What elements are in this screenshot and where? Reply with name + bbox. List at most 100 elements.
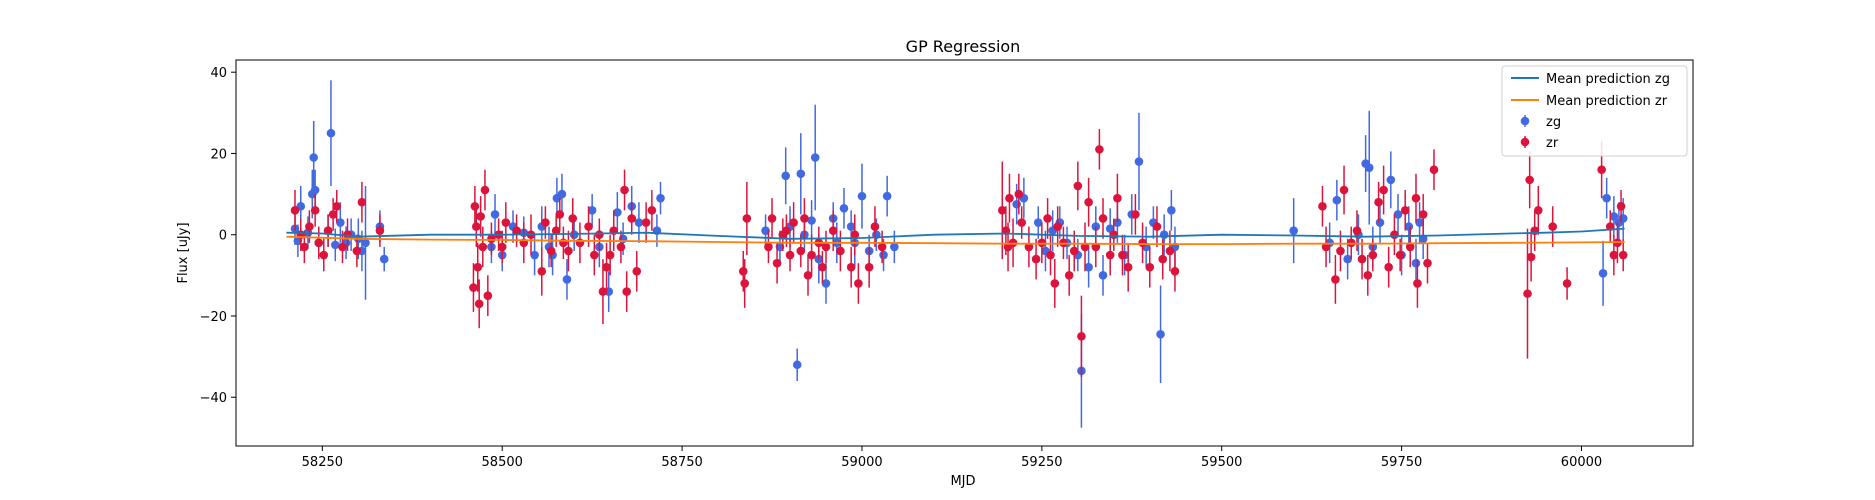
data-point xyxy=(1400,206,1410,215)
legend-point xyxy=(1520,137,1530,147)
data-point xyxy=(997,206,1007,215)
data-point xyxy=(537,266,547,276)
data-point xyxy=(1084,197,1093,207)
data-point xyxy=(309,153,319,162)
data-point xyxy=(1343,254,1352,264)
data-point xyxy=(1597,165,1606,175)
data-point xyxy=(590,250,599,260)
data-point xyxy=(854,279,863,288)
data-point xyxy=(1339,185,1349,195)
x-axis: 58250 58500 58750 59000 59250 59500 59750 60000 xyxy=(302,446,1602,470)
data-point xyxy=(627,214,637,223)
data-point xyxy=(551,226,561,235)
legend-label-mean-zr: Mean prediction zr xyxy=(1546,94,1668,109)
data-point xyxy=(1386,175,1396,185)
legend-marker-zr xyxy=(1520,136,1530,148)
data-point xyxy=(595,230,604,240)
data-point xyxy=(1170,266,1180,276)
data-point xyxy=(314,238,324,248)
x-tick-label: 59000 xyxy=(841,455,882,470)
x-tick-label: 60000 xyxy=(1561,455,1602,470)
data-point xyxy=(740,279,749,288)
plot-area xyxy=(286,80,1628,428)
data-point xyxy=(1012,199,1021,209)
plot-frame xyxy=(235,59,1694,447)
data-point xyxy=(1109,230,1119,240)
data-point xyxy=(1053,222,1062,231)
data-point xyxy=(634,218,644,227)
data-point xyxy=(1336,246,1345,256)
data-point xyxy=(742,214,752,223)
data-point xyxy=(1415,218,1424,227)
data-point xyxy=(803,271,813,280)
data-point xyxy=(1429,165,1439,175)
data-point xyxy=(879,250,888,260)
data-point xyxy=(1289,226,1298,235)
data-point xyxy=(357,197,367,207)
data-point xyxy=(501,218,511,227)
data-point xyxy=(1602,193,1611,203)
data-point xyxy=(821,279,831,288)
legend-box xyxy=(1501,65,1688,157)
data-point xyxy=(1046,250,1055,260)
data-point xyxy=(490,210,500,219)
data-point xyxy=(870,222,880,231)
data-point xyxy=(1395,250,1405,260)
data-point xyxy=(1357,254,1367,264)
data-point xyxy=(568,214,578,223)
data-point xyxy=(1069,246,1079,256)
data-point xyxy=(555,210,565,219)
data-point xyxy=(557,189,567,199)
data-point xyxy=(1526,252,1536,262)
data-point xyxy=(352,246,362,256)
data-point xyxy=(1364,163,1374,172)
data-point xyxy=(512,226,521,235)
data-point xyxy=(1374,197,1383,207)
data-point xyxy=(1616,201,1626,211)
data-point xyxy=(602,262,611,272)
data-point xyxy=(541,218,550,227)
data-point xyxy=(789,218,798,227)
data-point xyxy=(796,246,806,256)
data-point xyxy=(821,242,831,252)
data-point xyxy=(598,287,608,296)
data-point xyxy=(1095,145,1104,154)
legend-point xyxy=(1520,116,1530,126)
data-point xyxy=(1156,329,1165,339)
data-point xyxy=(810,153,820,162)
y-tick-label: −20 xyxy=(200,310,227,325)
data-point xyxy=(1159,230,1169,240)
data-point xyxy=(1534,206,1543,215)
data-point xyxy=(1091,242,1101,252)
x-tick-label: 58250 xyxy=(302,455,343,470)
data-point xyxy=(1134,157,1144,166)
data-point xyxy=(338,242,347,252)
legend-label-mean-zg: Mean prediction zg xyxy=(1546,72,1670,87)
data-point xyxy=(1031,254,1041,264)
series-zr xyxy=(290,129,1628,377)
data-point xyxy=(796,169,806,179)
data-point xyxy=(1393,210,1403,219)
data-point xyxy=(656,193,665,203)
data-point xyxy=(1379,185,1388,195)
data-point xyxy=(1167,206,1176,215)
data-point xyxy=(807,216,816,225)
data-point xyxy=(1014,189,1024,199)
data-point xyxy=(632,266,642,276)
data-point xyxy=(1413,279,1422,288)
data-point xyxy=(781,171,791,181)
data-point xyxy=(1411,258,1421,268)
data-point xyxy=(564,246,573,256)
data-point xyxy=(343,230,352,240)
data-point xyxy=(767,214,777,223)
data-point xyxy=(1405,242,1415,252)
data-point xyxy=(1548,222,1557,231)
legend-label-zg: zg xyxy=(1546,115,1561,130)
data-point xyxy=(1418,210,1428,219)
data-point xyxy=(1138,238,1147,248)
data-point xyxy=(1043,214,1052,223)
y-axis: −40 −20 0 20 40 xyxy=(200,66,236,406)
data-point xyxy=(497,242,507,252)
series-line-mean-prediction-zg xyxy=(286,227,1625,240)
